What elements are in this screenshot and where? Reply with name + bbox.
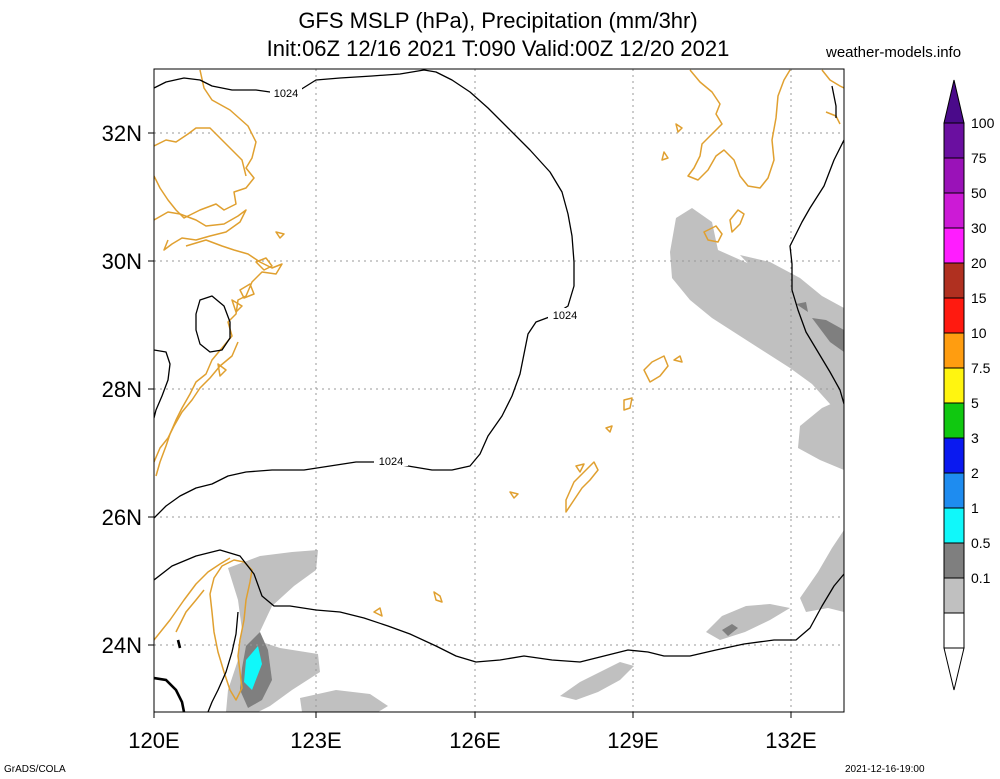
legend-color-box [943,612,965,649]
lon-label-132e: 132E [765,728,816,753]
isobar-coast-west [154,349,171,419]
legend-color-box [943,542,965,579]
legend-label: 20 [971,255,987,271]
isobar-thick-sw [154,676,186,712]
precip-area-taiwan-south [300,690,388,712]
lon-label-120e: 120E [128,728,179,753]
coastlines [154,69,844,701]
coast-islands-zhoushan [217,231,285,377]
legend-bottom-arrow [943,647,965,691]
lon-label-126e: 126E [449,728,500,753]
precip-area-south-2 [560,662,634,700]
legend-label: 0.1 [971,570,991,586]
coast-mainland-south-2 [175,589,205,633]
legend-color-box [943,157,965,194]
isobar-east-rise [831,85,837,118]
isobar-1024-loop [195,295,231,353]
legend-color-box [943,332,965,369]
legend-color-box [943,402,965,439]
legend-color-box [943,297,965,334]
source-label: weather-models.info [826,44,962,61]
coast-china-yangtze [154,69,257,219]
legend-label: 1 [971,500,979,516]
legend-label: 30 [971,220,987,236]
legend-labels: 100 75 50 30 20 15 10 7.5 5 3 2 1 0.5 0.1 [971,115,995,586]
legend-label: 3 [971,430,979,446]
precip-area-dark-1 [812,318,844,352]
legend-label: 0.5 [971,535,991,551]
isobar-label-3: 1024 [379,456,403,468]
precip-area-cyan [244,646,262,690]
legend-label: 2 [971,465,979,481]
legend-color-box [943,122,965,159]
coast-zhejiang [155,239,283,477]
precip-area-east-edge [798,398,844,470]
axis-ticks [148,132,792,718]
footer-software-label: GrADS/COLA [4,764,66,775]
precip-area-east-band-2 [740,255,844,332]
lat-label-32n: 32N [102,121,142,146]
coast-kyushu [687,69,791,189]
isobar-south-inner [207,611,239,712]
lon-label-129e: 129E [607,728,658,753]
coast-taiwan [209,559,253,701]
lat-label-26n: 26N [102,505,142,530]
legend-color-box [943,262,965,299]
legend-color-box [943,577,965,614]
legend-label: 7.5 [971,360,991,376]
precip-area-se [800,530,844,612]
legend-color-box [943,367,965,404]
coast-ryukyu-amami [643,355,683,383]
legend-label: 100 [971,115,995,131]
legend-color-boxes [943,122,965,649]
isobars-thick [154,639,186,712]
footer-timestamp: 2021-12-16-19:00 [845,764,925,775]
legend-label: 5 [971,395,979,411]
legend-label: 10 [971,325,987,341]
isobar-thick-sw-2 [176,639,182,649]
isobar-label-1: 1024 [274,88,298,100]
isobar-label-2: 1024 [553,310,577,322]
map-frame [153,68,845,713]
legend-color-box [943,437,965,474]
legend-color-box [943,192,965,229]
isobar-south-long [154,549,844,663]
chart-title-line1: GFS MSLP (hPa), Precipitation (mm/3hr) [298,8,698,33]
chart-title-line2: Init:06Z 12/16 2021 T:090 Valid:00Z 12/2… [266,36,730,61]
lon-axis-labels: 120E 123E 126E 129E 132E [128,728,816,753]
legend-label: 50 [971,185,987,201]
precip-legend: 100 75 50 30 20 15 10 7.5 5 3 2 1 0.5 0.1 [943,79,995,691]
lat-label-30n: 30N [102,249,142,274]
coast-fujian [154,341,239,463]
coast-kyushu-islands [661,123,745,243]
precip-area-dark-2 [796,302,808,312]
lat-label-28n: 28N [102,377,142,402]
isobar-east-line [789,139,844,405]
isobar-labels: 1024 1024 1024 [270,86,582,468]
legend-top-arrow [943,79,965,124]
coast-mainland-south [154,557,231,641]
precip-area-dark-3 [722,624,738,636]
legend-label: 15 [971,290,987,306]
legend-label: 75 [971,150,987,166]
legend-color-box [943,472,965,509]
coast-ryukyu-small-1 [373,397,633,617]
coast-ryukyu-okinawa [565,461,599,513]
coast-china-east [154,209,247,251]
lon-label-123e: 123E [290,728,341,753]
lat-axis-labels: 32N 30N 28N 26N 24N [102,121,142,658]
legend-color-box [943,507,965,544]
map-plot-area: 1024 1024 1024 [154,69,844,712]
legend-color-box [943,227,965,264]
lat-label-24n: 24N [102,633,142,658]
coast-china-yangtze-2 [154,127,247,177]
